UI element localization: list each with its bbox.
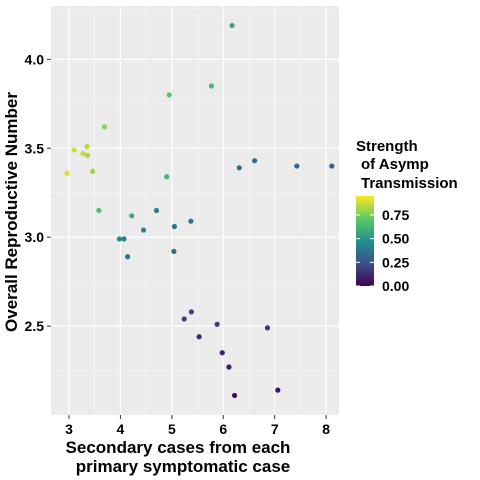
data-point <box>229 22 235 29</box>
y-axis-title: Overall Reproductive Number <box>2 92 21 332</box>
panel-background <box>51 6 339 415</box>
data-point <box>166 92 172 98</box>
data-point <box>121 236 127 242</box>
legend-title-line-1: Strength <box>356 138 418 155</box>
data-point <box>171 223 178 230</box>
x-tick-label: 7 <box>271 421 279 437</box>
data-point <box>129 213 135 219</box>
y-tick-label: 4.0 <box>25 51 45 67</box>
data-point <box>71 147 77 153</box>
data-point <box>208 83 215 89</box>
color-legend: Strength of Asymp Transmission 0.750.500… <box>356 138 458 294</box>
data-point <box>214 321 220 327</box>
legend-colorbar <box>356 196 374 286</box>
y-axis: 2.5 3.0 3.5 4.0 <box>25 51 51 334</box>
data-point <box>140 227 147 233</box>
y-tick-label: 3.0 <box>25 229 45 245</box>
data-point <box>90 168 96 174</box>
data-point <box>125 254 131 260</box>
data-point <box>153 207 160 214</box>
grid-lines <box>51 6 339 415</box>
y-tick-label: 2.5 <box>25 318 45 334</box>
data-point <box>164 174 170 180</box>
data-point <box>294 163 300 169</box>
data-point <box>84 152 91 158</box>
data-points <box>64 22 335 399</box>
data-point <box>236 165 242 171</box>
x-axis-title-line-2: primary symptomatic case <box>76 457 291 476</box>
legend-ticks: 0.75 0.50 0.25 0.00 <box>356 207 409 294</box>
legend-title-line-2: of Asymp <box>361 156 429 173</box>
legend-title-line-3: Transmission <box>361 175 458 192</box>
data-point <box>84 143 90 150</box>
data-point <box>171 248 177 254</box>
y-tick-label: 3.5 <box>25 140 45 156</box>
legend-break-label: 0.00 <box>382 278 409 294</box>
data-point <box>188 309 194 315</box>
data-point <box>252 158 258 164</box>
data-point <box>232 392 238 399</box>
data-point <box>329 163 335 169</box>
data-point <box>80 150 86 157</box>
data-point <box>64 170 70 176</box>
x-tick-label: 4 <box>117 421 125 437</box>
legend-break-label: 0.75 <box>382 207 409 223</box>
legend-break-label: 0.25 <box>382 254 409 270</box>
data-point <box>196 334 202 340</box>
x-tick-label: 6 <box>219 421 227 437</box>
x-tick-label: 5 <box>168 421 176 437</box>
legend-break-label: 0.50 <box>382 231 409 247</box>
x-axis-title-line-1: Secondary cases from each <box>66 438 291 457</box>
data-point <box>101 124 108 130</box>
data-point <box>181 316 187 322</box>
data-point <box>116 236 122 242</box>
x-tick-label: 3 <box>65 421 73 437</box>
x-tick-label: 8 <box>322 421 330 437</box>
data-point <box>96 207 102 214</box>
data-point <box>226 364 232 370</box>
data-point <box>188 218 194 224</box>
data-point <box>219 350 225 356</box>
data-point <box>275 387 281 393</box>
x-axis: 3 4 5 6 7 8 <box>65 415 330 437</box>
data-point <box>264 325 271 331</box>
